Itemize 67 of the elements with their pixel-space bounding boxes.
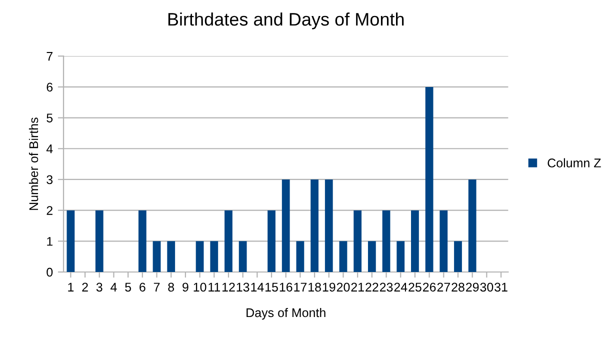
bar <box>411 210 419 272</box>
x-tick-label: 18 <box>308 282 321 292</box>
bar <box>238 241 247 272</box>
x-tick-label: 5 <box>125 282 132 292</box>
y-tick-label: 0 <box>46 268 53 277</box>
bar <box>152 241 161 272</box>
x-tick-label: 6 <box>140 282 146 292</box>
bar <box>368 241 376 272</box>
x-tick-label: 8 <box>168 282 174 292</box>
x-tick-label: 10 <box>194 282 206 292</box>
bar <box>138 210 146 272</box>
y-tick-label: 3 <box>46 175 53 184</box>
bar <box>468 179 476 272</box>
bar <box>224 210 232 272</box>
bar <box>95 210 104 272</box>
bar <box>282 179 290 272</box>
x-tick-label: 22 <box>366 282 378 292</box>
x-tick-label: 29 <box>466 282 479 292</box>
x-tick-label: 27 <box>437 282 450 292</box>
y-tick-label: 4 <box>46 144 53 154</box>
y-tick-label: 1 <box>47 237 52 246</box>
bar <box>354 210 362 272</box>
y-tick-label: 2 <box>46 206 52 215</box>
x-tick-label: 11 <box>208 282 220 292</box>
x-tick-label: 1 <box>68 282 74 292</box>
bar <box>440 210 448 272</box>
x-tick-label: 23 <box>380 282 393 292</box>
bar <box>268 210 276 272</box>
x-tick-label: 20 <box>336 282 350 292</box>
x-tick-label: 25 <box>408 282 422 292</box>
chart-title: Birthdates and Days of Month <box>168 12 404 30</box>
x-tick-label: 3 <box>96 282 102 292</box>
x-tick-label: 21 <box>351 282 364 292</box>
x-tick-label: 7 <box>154 282 160 292</box>
bar <box>196 241 204 272</box>
bar <box>296 241 304 272</box>
legend-label: Column Z <box>548 158 601 168</box>
bar <box>66 210 75 272</box>
y-tick-label: 5 <box>46 114 53 122</box>
x-tick-label: 19 <box>322 282 336 292</box>
x-tick-label: 26 <box>422 282 436 292</box>
x-tick-label: 16 <box>280 282 292 292</box>
x-tick-label: 2 <box>82 282 88 292</box>
y-tick-label: 7 <box>46 52 52 61</box>
x-tick-label: 28 <box>452 282 464 292</box>
x-tick-label: 9 <box>182 282 188 292</box>
y-axis-title: Number of Births <box>28 118 38 210</box>
x-axis-title: Days of Month <box>246 308 326 320</box>
x-tick-label: 24 <box>394 282 408 292</box>
x-tick-label: 17 <box>294 282 307 292</box>
bar <box>425 86 434 272</box>
bar <box>167 241 176 272</box>
bar <box>382 210 390 272</box>
bar <box>324 179 333 272</box>
x-tick-label: 13 <box>236 282 250 292</box>
x-tick-label: 15 <box>266 282 278 292</box>
x-tick-label: 30 <box>480 282 494 292</box>
bar <box>454 241 462 272</box>
x-tick-label: 4 <box>110 282 117 292</box>
x-tick-label: 31 <box>494 282 508 292</box>
bar <box>339 241 348 272</box>
bar <box>210 241 218 272</box>
x-tick-label: 14 <box>251 282 264 292</box>
y-tick-label: 6 <box>46 82 53 92</box>
bar <box>396 241 405 272</box>
x-tick-label: 12 <box>222 282 235 292</box>
bar <box>310 179 318 272</box>
